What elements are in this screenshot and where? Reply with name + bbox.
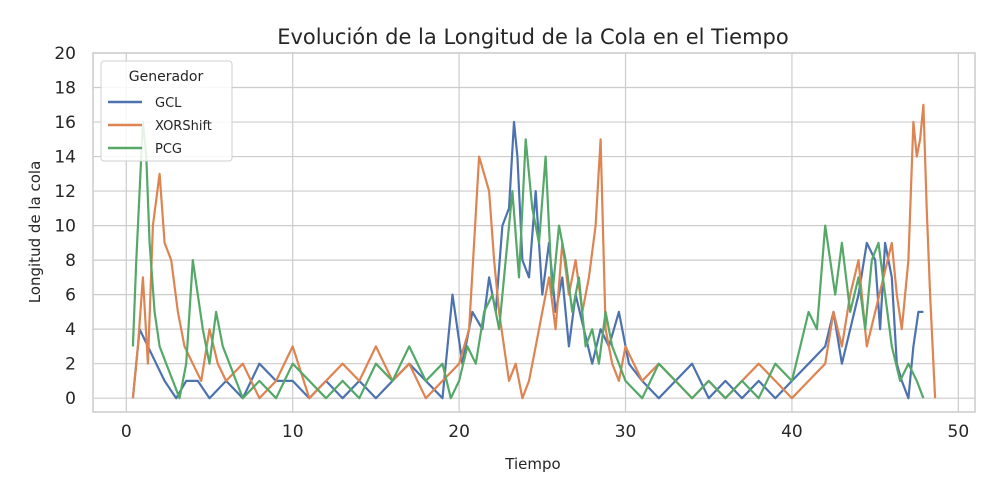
legend-label-xorshift: XORShift bbox=[155, 119, 212, 134]
y-tick-label: 4 bbox=[65, 320, 76, 340]
y-axis-label: Longitud de la cola bbox=[26, 161, 44, 304]
y-tick-label: 14 bbox=[54, 148, 76, 168]
legend-box bbox=[100, 60, 233, 162]
legend: Generador GCL XORShift PCG bbox=[100, 60, 233, 162]
legend-label-gcl: GCL bbox=[155, 96, 182, 111]
y-tick-label: 16 bbox=[54, 113, 76, 133]
x-tick-label: 10 bbox=[282, 422, 304, 442]
x-tick-label: 20 bbox=[448, 422, 470, 442]
y-tick-label: 2 bbox=[65, 355, 76, 375]
series-line-pcg bbox=[131, 120, 925, 400]
x-tick-label: 50 bbox=[948, 422, 970, 442]
series-line-xorshift bbox=[131, 103, 937, 400]
legend-items: GCL XORShift PCG bbox=[108, 96, 212, 157]
y-tick-label: 18 bbox=[54, 79, 76, 99]
y-tick-label: 12 bbox=[54, 182, 76, 202]
grid bbox=[93, 52, 975, 412]
x-axis-label: Tiempo bbox=[504, 455, 560, 473]
y-tick-label: 20 bbox=[54, 44, 76, 64]
chart-title: Evolución de la Longitud de la Cola en e… bbox=[277, 25, 789, 49]
tick-labels: 0 10 20 30 40 50 0 2 4 6 8 10 12 14 16 18 20 bbox=[54, 44, 969, 442]
plot-frame bbox=[92, 52, 976, 413]
y-tick-label: 10 bbox=[54, 217, 76, 237]
y-tick-label: 6 bbox=[65, 286, 76, 306]
x-tick-label: 30 bbox=[615, 422, 637, 442]
y-tick-label: 0 bbox=[65, 389, 76, 409]
series-lines bbox=[131, 103, 937, 400]
legend-label-pcg: PCG bbox=[155, 142, 182, 157]
x-tick-label: 0 bbox=[121, 422, 132, 442]
y-tick-label: 8 bbox=[65, 251, 76, 271]
legend-title: Generador bbox=[129, 69, 204, 85]
x-tick-label: 40 bbox=[781, 422, 803, 442]
